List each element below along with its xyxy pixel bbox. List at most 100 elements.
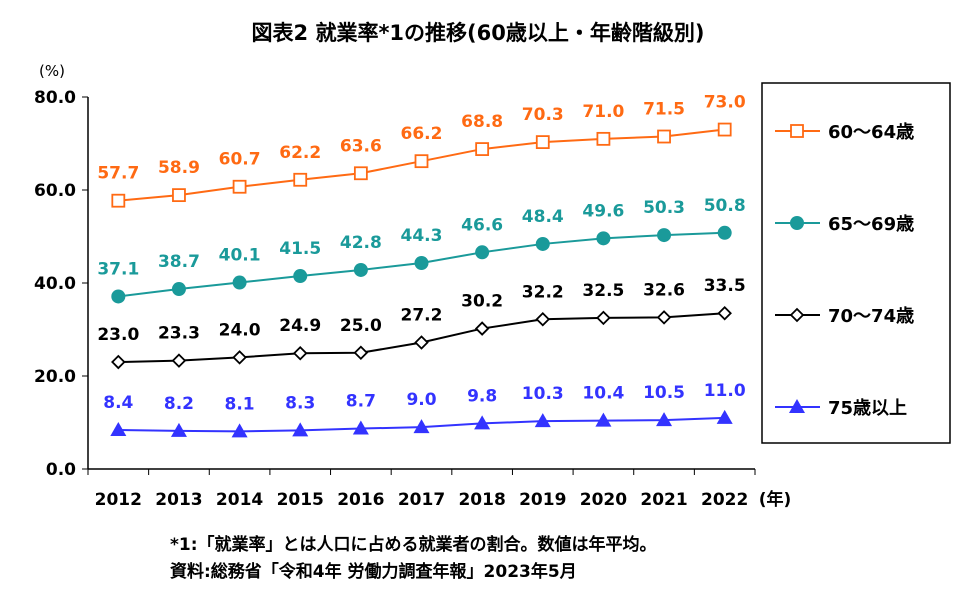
y-tick-label: 60.0 xyxy=(34,181,76,201)
data-label: 48.4 xyxy=(522,207,564,227)
data-label: 37.1 xyxy=(97,259,139,279)
data-point xyxy=(231,423,248,438)
x-tick-label: 2018 xyxy=(458,490,505,510)
series-3: 8.4 8.2 8.1 8.3 8.7 9.0 9.8 10.3 10.4 10.5 11.0 xyxy=(103,381,746,438)
data-label: 71.0 xyxy=(582,102,624,122)
y-tick-label: 40.0 xyxy=(34,274,76,294)
data-point xyxy=(535,311,551,327)
data-point xyxy=(474,321,490,336)
data-point xyxy=(414,335,429,350)
data-label: 66.2 xyxy=(401,124,443,144)
legend-label: 65〜69歳 xyxy=(828,214,914,235)
x-axis-label: (年) xyxy=(759,489,792,510)
data-label: 71.5 xyxy=(643,100,685,120)
x-tick-label: 2015 xyxy=(277,490,324,510)
data-label: 30.2 xyxy=(461,292,503,312)
data-label: 32.5 xyxy=(582,281,624,301)
data-label: 42.8 xyxy=(340,233,382,253)
data-point xyxy=(292,345,308,361)
data-label: 62.2 xyxy=(279,143,321,163)
data-label: 58.9 xyxy=(158,158,200,178)
x-tick-label: 2019 xyxy=(519,490,566,510)
data-point xyxy=(413,419,430,434)
legend-item: 65〜69歳 xyxy=(775,214,914,235)
data-label: 40.1 xyxy=(219,246,261,266)
data-label: 27.2 xyxy=(401,306,443,326)
data-point xyxy=(717,225,732,240)
data-label: 24.9 xyxy=(279,316,321,336)
legend-item: 75歳以上 xyxy=(775,398,907,419)
data-label: 10.5 xyxy=(643,383,685,403)
data-point xyxy=(293,172,308,187)
data-point xyxy=(111,193,126,208)
data-label: 50.3 xyxy=(643,198,685,218)
data-label: 60.7 xyxy=(219,150,261,170)
y-tick-label: 0.0 xyxy=(46,460,76,480)
series-2: 23.0 23.3 24.0 24.9 25.0 27.2 30.2 32.2 32.5 32.6… xyxy=(97,276,746,370)
data-label: 11.0 xyxy=(704,381,746,401)
legend-marker xyxy=(789,307,805,323)
data-point xyxy=(656,310,672,325)
chart-title: 図表2 就業率*1の推移(60歳以上・年齢階級別) xyxy=(252,21,705,45)
data-label: 32.6 xyxy=(643,280,685,300)
data-label: 41.5 xyxy=(279,239,321,259)
data-label: 9.8 xyxy=(467,386,497,406)
data-point xyxy=(353,262,368,277)
data-label: 73.0 xyxy=(704,93,746,113)
data-point xyxy=(534,413,551,428)
source-note: 資料:総務省「令和4年 労働力調査年報」2023年5月 xyxy=(170,561,577,582)
data-label: 57.7 xyxy=(97,164,139,184)
data-point xyxy=(717,122,732,137)
data-point xyxy=(232,275,247,290)
data-label: 8.4 xyxy=(103,393,133,413)
data-label: 68.8 xyxy=(461,112,503,132)
data-point xyxy=(474,415,491,430)
data-point xyxy=(232,350,247,365)
data-point xyxy=(475,245,490,260)
data-point xyxy=(232,179,247,194)
footnote: *1:「就業率」とは人口に占める就業者の割合。数値は年平均。 xyxy=(170,534,657,555)
data-label: 23.3 xyxy=(158,324,200,344)
data-point xyxy=(171,353,187,368)
data-label: 24.0 xyxy=(219,320,261,340)
data-point xyxy=(535,236,550,251)
data-point xyxy=(111,354,126,370)
data-point xyxy=(414,154,429,169)
data-label: 44.3 xyxy=(401,226,443,246)
data-point xyxy=(657,129,671,144)
x-tick-label: 2014 xyxy=(216,490,263,510)
data-point xyxy=(414,256,429,271)
data-point xyxy=(353,345,369,361)
legend-marker xyxy=(790,124,804,138)
legend-marker xyxy=(790,216,804,230)
data-point xyxy=(595,412,612,427)
data-point xyxy=(170,422,187,437)
data-point xyxy=(293,269,308,284)
data-label: 63.6 xyxy=(340,136,382,156)
data-point xyxy=(717,305,732,321)
data-point xyxy=(716,409,733,424)
data-label: 8.3 xyxy=(285,393,315,413)
data-point xyxy=(535,135,550,150)
y-axis-label: (%) xyxy=(39,62,65,80)
data-point xyxy=(111,289,126,304)
series-0: 57.7 58.9 60.7 62.2 63.6 66.2 68.8 70.3 71.0 71.5… xyxy=(97,93,746,208)
data-point xyxy=(172,188,186,203)
data-label: 32.2 xyxy=(522,282,564,302)
y-tick-label: 20.0 xyxy=(34,367,76,387)
x-tick-label: 2021 xyxy=(640,490,687,510)
data-point xyxy=(110,421,127,436)
x-tick-label: 2017 xyxy=(398,490,445,510)
data-label: 23.0 xyxy=(97,325,139,345)
data-label: 8.2 xyxy=(164,394,194,414)
data-label: 10.4 xyxy=(582,384,624,404)
data-label: 25.0 xyxy=(340,316,382,336)
data-point xyxy=(353,166,368,181)
y-tick-label: 80.0 xyxy=(34,88,76,108)
data-point xyxy=(171,282,186,297)
data-label: 8.7 xyxy=(346,392,376,412)
data-label: 8.1 xyxy=(225,394,255,414)
legend-label: 70〜74歳 xyxy=(828,306,914,327)
x-tick-label: 2022 xyxy=(701,490,748,510)
